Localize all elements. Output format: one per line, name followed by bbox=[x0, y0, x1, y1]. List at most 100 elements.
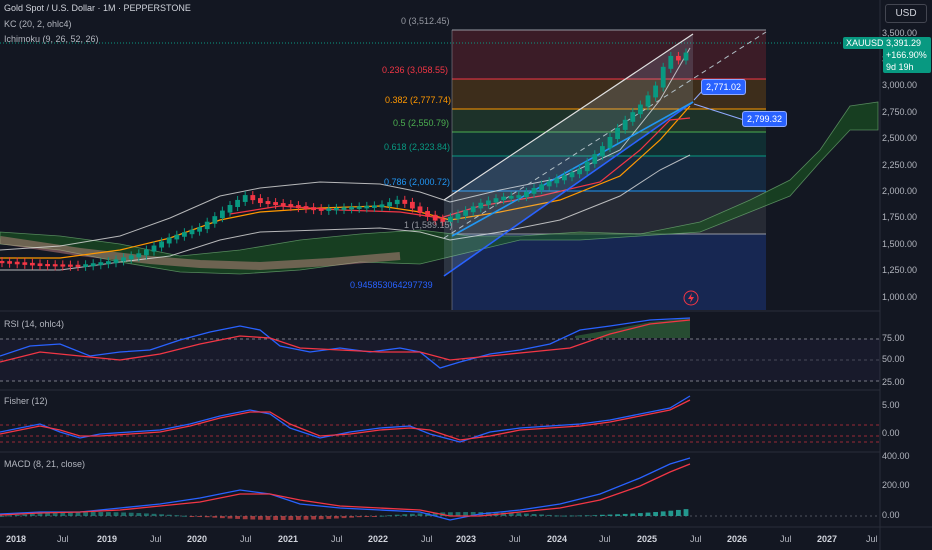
macd-histogram-bar bbox=[98, 512, 104, 516]
macd-histogram-bar bbox=[14, 514, 20, 516]
time-axis-label: 2023 bbox=[456, 534, 477, 544]
ichimoku-legend[interactable]: Ichimoku (9, 26, 52, 26) bbox=[4, 34, 99, 44]
candle bbox=[151, 245, 157, 252]
macd-histogram-bar bbox=[379, 515, 385, 517]
macd-histogram-bar bbox=[189, 516, 195, 517]
macd-histogram-bar bbox=[592, 514, 598, 516]
macd-histogram-bar bbox=[546, 514, 552, 516]
time-axis-label: Jul bbox=[331, 534, 343, 544]
candle bbox=[600, 146, 605, 157]
fisher-pane bbox=[0, 395, 880, 443]
macd-histogram-bar bbox=[584, 515, 590, 517]
macd-histogram-bar bbox=[577, 515, 582, 517]
candle bbox=[356, 206, 362, 209]
candle bbox=[189, 229, 195, 235]
candle bbox=[607, 137, 613, 149]
candle bbox=[174, 234, 180, 240]
candle bbox=[676, 55, 681, 61]
candle bbox=[486, 200, 491, 205]
macd-histogram-bar bbox=[470, 512, 476, 516]
candle bbox=[68, 264, 73, 267]
candle bbox=[52, 264, 58, 267]
macd-histogram-bar bbox=[516, 513, 522, 516]
candle bbox=[273, 202, 278, 206]
candle bbox=[592, 154, 598, 164]
time-axis-label: Jul bbox=[57, 534, 69, 544]
rsi-axis-75: 75.00 bbox=[882, 333, 905, 343]
macd-histogram-bar bbox=[417, 513, 423, 516]
macd-histogram-bar bbox=[166, 514, 172, 516]
macd-histogram-bar bbox=[280, 516, 286, 520]
candle bbox=[539, 184, 544, 190]
candle bbox=[417, 206, 423, 213]
macd-histogram-bar bbox=[569, 515, 575, 517]
macd-histogram-bar bbox=[106, 512, 111, 516]
fib-label-0236: 0.236 (3,058.55) bbox=[382, 65, 449, 75]
time-axis-label: 2018 bbox=[6, 534, 27, 544]
macd-histogram-bar bbox=[151, 513, 157, 516]
candle bbox=[60, 264, 66, 267]
macd-histogram-bar bbox=[75, 512, 81, 516]
fib-label-0382: 0.382 (2,777.74) bbox=[385, 95, 452, 105]
candle bbox=[470, 206, 476, 213]
candle bbox=[653, 85, 658, 98]
macd-histogram-bar bbox=[402, 514, 408, 516]
macd-pane bbox=[0, 457, 880, 521]
lightning-icon[interactable] bbox=[683, 290, 699, 306]
candle bbox=[524, 191, 529, 198]
currency-button[interactable]: USD bbox=[885, 4, 927, 23]
macd-legend[interactable]: MACD (8, 21, close) bbox=[4, 459, 86, 469]
time-axis-label: Jul bbox=[780, 534, 792, 544]
price-change: +166.90% bbox=[883, 49, 931, 61]
macd-histogram-bar bbox=[318, 516, 324, 520]
macd-histogram-bar bbox=[288, 516, 294, 520]
macd-histogram-bar bbox=[448, 512, 453, 516]
time-axis-label: Jul bbox=[690, 534, 702, 544]
macd-histogram-bar bbox=[622, 513, 628, 516]
candle bbox=[425, 211, 430, 217]
macd-histogram-bar bbox=[136, 513, 142, 516]
price-callout[interactable]: 2,799.32 bbox=[742, 111, 788, 127]
price-callout[interactable]: 2,771.02 bbox=[701, 79, 747, 95]
candle bbox=[303, 206, 309, 210]
macd-histogram-bar bbox=[250, 516, 256, 520]
candle bbox=[334, 207, 339, 211]
candle bbox=[516, 195, 522, 198]
time-axis-label: 2025 bbox=[637, 534, 658, 544]
macd-histogram-bar bbox=[683, 509, 689, 516]
kc-legend[interactable]: KC (20, 2, ohlc4) bbox=[4, 19, 72, 29]
macd-histogram-bar bbox=[638, 513, 643, 516]
macd-histogram-bar bbox=[273, 516, 278, 520]
macd-histogram-bar bbox=[113, 512, 119, 516]
candle bbox=[121, 257, 126, 262]
macd-histogram-bar bbox=[645, 512, 651, 516]
price-axis-label: 2,500.00 bbox=[882, 133, 918, 143]
fib-label-05: 0.5 (2,550.79) bbox=[393, 118, 450, 128]
macd-histogram-bar bbox=[242, 516, 248, 520]
macd-axis-0: 0.00 bbox=[882, 510, 900, 520]
fisher-legend[interactable]: Fisher (12) bbox=[4, 396, 48, 406]
rsi-axis-25: 25.00 bbox=[882, 377, 905, 387]
candle bbox=[45, 264, 50, 267]
rsi-legend[interactable]: RSI (14, ohlc4) bbox=[4, 319, 65, 329]
macd-axis-400: 400.00 bbox=[882, 451, 910, 461]
candle bbox=[341, 207, 347, 210]
macd-histogram-bar bbox=[52, 512, 58, 516]
symbol-legend[interactable]: Gold Spot / U.S. Dollar · 1M · PEPPERSTO… bbox=[4, 3, 191, 13]
fib-label-extension: 0.945853064297739 bbox=[350, 280, 433, 290]
candle bbox=[326, 208, 332, 211]
candle bbox=[288, 204, 294, 208]
candle bbox=[554, 178, 560, 184]
candle bbox=[432, 214, 438, 221]
macd-histogram-bar bbox=[554, 515, 560, 517]
candle bbox=[265, 201, 271, 205]
candle bbox=[166, 237, 172, 244]
macd-histogram-bar bbox=[311, 516, 316, 520]
candle bbox=[212, 216, 218, 224]
candle bbox=[562, 175, 567, 181]
rsi-pane bbox=[0, 317, 880, 382]
macd-histogram-bar bbox=[432, 512, 438, 516]
macd-histogram-bar bbox=[83, 512, 88, 516]
candle bbox=[508, 195, 514, 199]
